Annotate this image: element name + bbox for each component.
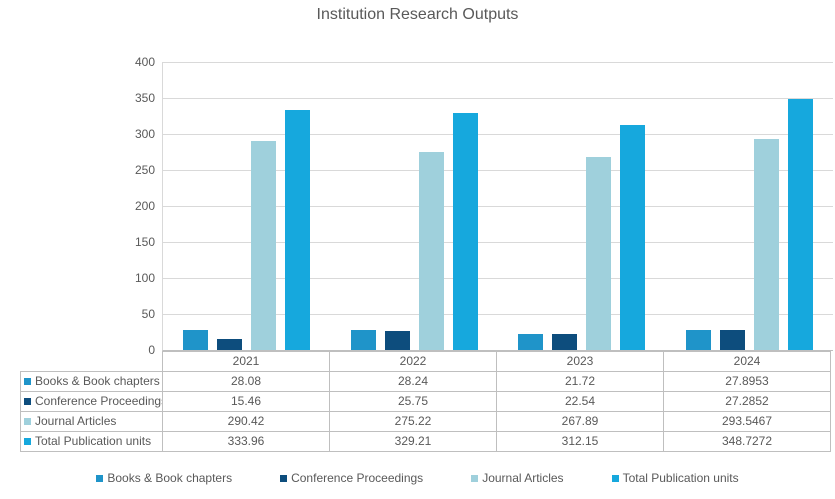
bar-conference-proceedings-2023[interactable] — [552, 333, 578, 350]
legend-item-total-publication-units[interactable]: Total Publication units — [611, 471, 739, 485]
legend-label: Books & Book chapters — [107, 471, 233, 485]
bar-total-publication-units-2024[interactable] — [787, 98, 813, 350]
legend-label: Conference Proceedings — [291, 471, 424, 485]
bar-conference-proceedings-2021[interactable] — [217, 338, 243, 350]
table-row-label-books-book-chapters: Books & Book chapters — [20, 371, 163, 392]
legend-marker-icon — [280, 474, 288, 482]
table-year-header-2024: 2024 — [663, 351, 831, 372]
legend-item-books-book-chapters[interactable]: Books & Book chapters — [96, 471, 232, 485]
table-header-row: 2021 2022 2023 2024 — [21, 351, 831, 372]
table-cell-total-publication-units-2021: 333.96 — [162, 431, 330, 452]
series-label: Conference Proceedings — [35, 394, 163, 408]
table-cell-books-book-chapters-2024: 27.8953 — [663, 371, 831, 392]
bar-total-publication-units-2022[interactable] — [452, 112, 478, 350]
table-cell-books-book-chapters-2023: 21.72 — [496, 371, 664, 392]
data-table-grid: 2021 2022 2023 2024 Books & Book chapters 28.… — [20, 351, 831, 452]
table-row-label-total-publication-units: Total Publication units — [20, 431, 163, 452]
table-year-header-2021: 2021 — [162, 351, 330, 372]
table-corner-cell — [21, 352, 163, 372]
y-axis: 0 50 100 150 200 250 300 350 400 — [100, 55, 155, 357]
bar-total-publication-units-2023[interactable] — [620, 125, 646, 350]
series-label: Total Publication units — [35, 434, 152, 448]
legend-label: Journal Articles — [482, 471, 564, 485]
series-label: Journal Articles — [35, 414, 117, 428]
table-cell-journal-articles-2023: 267.89 — [496, 411, 664, 432]
series-label: Books & Book chapters — [35, 374, 160, 388]
gridline-250 — [163, 170, 833, 171]
table-cell-total-publication-units-2022: 329.21 — [329, 431, 497, 452]
gridline-100 — [163, 278, 833, 279]
table-cell-journal-articles-2024: 293.5467 — [663, 411, 831, 432]
series-marker-icon — [24, 398, 31, 405]
y-tick-label-400: 400 — [134, 55, 155, 69]
table-cell-total-publication-units-2023: 312.15 — [496, 431, 664, 452]
legend-marker-icon — [611, 474, 619, 482]
table-year-header-2022: 2022 — [329, 351, 497, 372]
y-tick-label-250: 250 — [134, 163, 155, 177]
bar-books-book-chapters-2021[interactable] — [183, 329, 209, 350]
gridline-300 — [163, 134, 833, 135]
legend-item-conference-proceedings[interactable]: Conference Proceedings — [280, 471, 423, 485]
gridline-200 — [163, 206, 833, 207]
bar-total-publication-units-2021[interactable] — [285, 109, 311, 350]
bar-conference-proceedings-2024[interactable] — [719, 330, 745, 350]
legend-marker-icon — [96, 474, 104, 482]
table-cell-conference-proceedings-2023: 22.54 — [496, 391, 664, 412]
bar-books-book-chapters-2022[interactable] — [350, 329, 376, 350]
bar-books-book-chapters-2024[interactable] — [685, 329, 711, 350]
chart-title: Institution Research Outputs — [316, 6, 519, 23]
table-year-header-2023: 2023 — [496, 351, 664, 372]
gridline-50 — [163, 314, 833, 315]
bar-books-book-chapters-2023[interactable] — [518, 334, 544, 350]
gridline-150 — [163, 242, 833, 243]
y-tick-label-50: 50 — [141, 307, 155, 321]
bar-journal-articles-2021[interactable] — [251, 140, 277, 350]
table-cell-journal-articles-2021: 290.42 — [162, 411, 330, 432]
table-row-journal-articles: Journal Articles 290.42 275.22 267.89 293.54… — [20, 411, 831, 432]
y-tick-label-0: 0 — [148, 343, 155, 357]
data-table: 2021 2022 2023 2024 Books & Book chapters 28.… — [20, 351, 831, 452]
y-tick-label-350: 350 — [134, 91, 155, 105]
series-marker-icon — [24, 378, 31, 385]
plot-area — [162, 62, 833, 351]
bar-journal-articles-2024[interactable] — [753, 138, 779, 350]
table-cell-conference-proceedings-2021: 15.46 — [162, 391, 330, 412]
table-row-total-publication-units: Total Publication units 333.96 329.21 312.1… — [20, 431, 831, 452]
table-row-books-book-chapters: Books & Book chapters 28.08 28.24 21.72 27.8… — [20, 371, 831, 392]
bar-journal-articles-2022[interactable] — [418, 151, 444, 350]
table-cell-books-book-chapters-2021: 28.08 — [162, 371, 330, 392]
gridline-400 — [163, 62, 833, 63]
y-tick-label-100: 100 — [134, 271, 155, 285]
table-cell-journal-articles-2022: 275.22 — [329, 411, 497, 432]
y-tick-label-200: 200 — [134, 199, 155, 213]
legend-label: Total Publication units — [622, 471, 739, 485]
series-marker-icon — [24, 438, 31, 445]
table-row-conference-proceedings: Conference Proceedings 15.46 25.75 22.54 27.… — [20, 391, 831, 412]
bar-conference-proceedings-2022[interactable] — [384, 331, 410, 350]
table-cell-conference-proceedings-2022: 25.75 — [329, 391, 497, 412]
chart-legend: Books & Book chapters Conference Proceedi… — [0, 471, 835, 485]
y-tick-label-150: 150 — [134, 235, 155, 249]
table-row-label-conference-proceedings: Conference Proceedings — [20, 391, 163, 412]
table-cell-conference-proceedings-2024: 27.2852 — [663, 391, 831, 412]
legend-item-journal-articles[interactable]: Journal Articles — [471, 471, 564, 485]
y-tick-label-300: 300 — [134, 127, 155, 141]
table-cell-books-book-chapters-2022: 28.24 — [329, 371, 497, 392]
series-marker-icon — [24, 418, 31, 425]
legend-marker-icon — [471, 474, 479, 482]
table-cell-total-publication-units-2024: 348.7272 — [663, 431, 831, 452]
bar-journal-articles-2023[interactable] — [586, 157, 612, 350]
table-row-label-journal-articles: Journal Articles — [20, 411, 163, 432]
gridline-350 — [163, 98, 833, 99]
